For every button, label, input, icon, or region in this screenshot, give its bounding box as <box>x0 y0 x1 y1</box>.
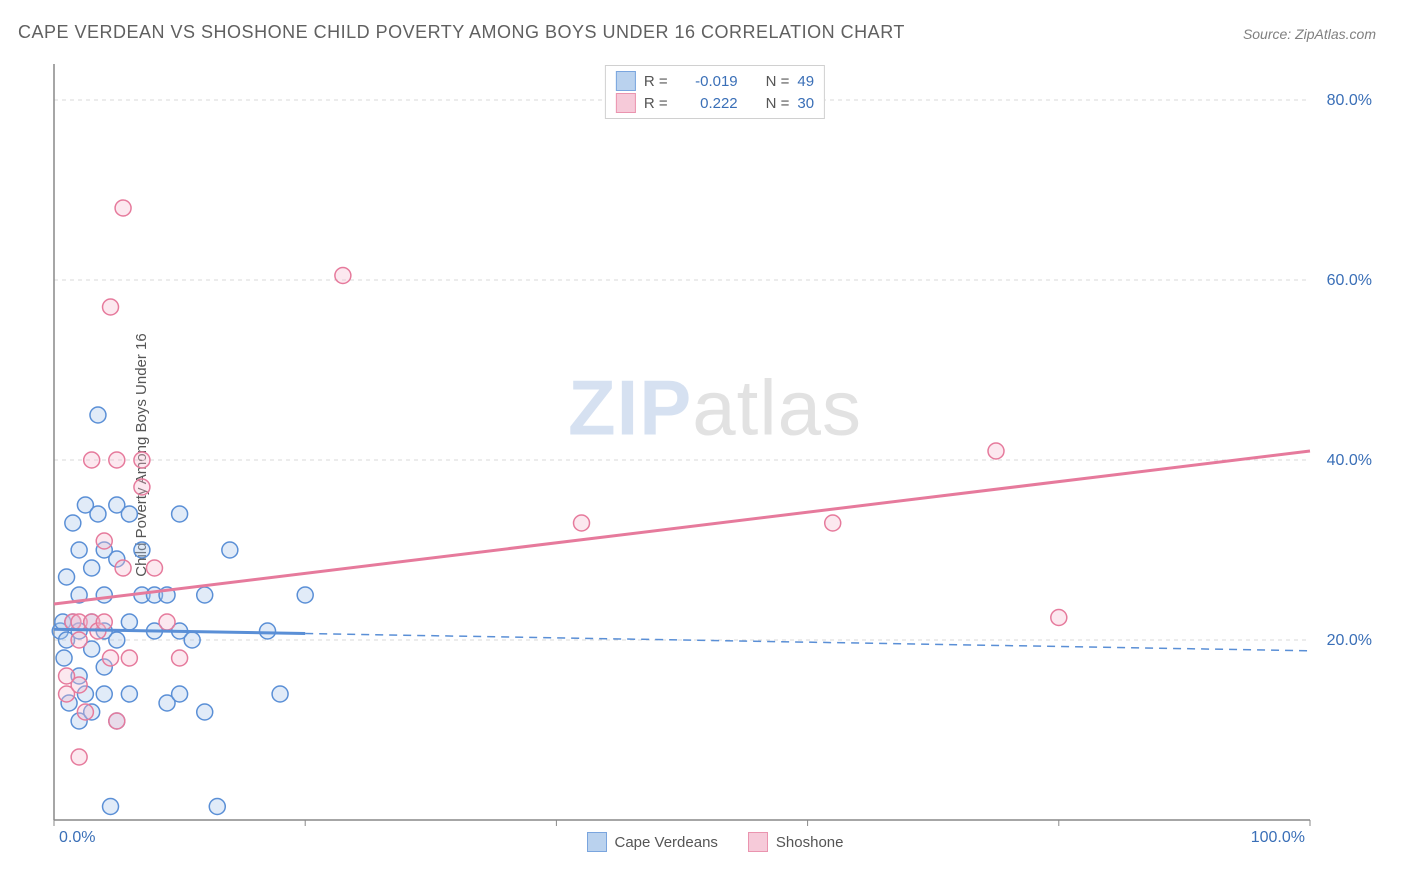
scatter-point <box>184 632 200 648</box>
source-credit: Source: ZipAtlas.com <box>1243 26 1376 42</box>
scatter-point <box>96 686 112 702</box>
scatter-point <box>134 542 150 558</box>
source-value: ZipAtlas.com <box>1295 26 1376 42</box>
scatter-point <box>260 623 276 639</box>
legend-n-value: 49 <box>797 73 814 90</box>
scatter-point <box>146 560 162 576</box>
series-legend: Cape Verdeans Shoshone <box>50 832 1380 852</box>
scatter-point <box>121 686 137 702</box>
scatter-point <box>96 587 112 603</box>
scatter-point <box>988 443 1004 459</box>
scatter-point <box>103 299 119 315</box>
scatter-point <box>272 686 288 702</box>
scatter-point <box>90 506 106 522</box>
scatter-point <box>172 506 188 522</box>
scatter-point <box>71 677 87 693</box>
scatter-point <box>59 569 75 585</box>
scatter-point <box>103 799 119 815</box>
scatter-point <box>159 614 175 630</box>
legend-swatch <box>587 832 607 852</box>
scatter-plot: 20.0%40.0%60.0%80.0%0.0%100.0% <box>50 60 1380 850</box>
scatter-point <box>297 587 313 603</box>
scatter-point <box>335 268 351 284</box>
chart-area: Child Poverty Among Boys Under 16 ZIPatl… <box>50 60 1380 850</box>
scatter-point <box>121 614 137 630</box>
scatter-point <box>109 632 125 648</box>
series-name: Cape Verdeans <box>615 834 718 851</box>
scatter-point <box>574 515 590 531</box>
trend-line <box>54 451 1310 604</box>
legend-swatch <box>748 832 768 852</box>
legend-n-value: 30 <box>797 95 814 112</box>
source-label: Source: <box>1243 26 1291 42</box>
series-name: Shoshone <box>776 834 844 851</box>
scatter-point <box>121 650 137 666</box>
chart-title: CAPE VERDEAN VS SHOSHONE CHILD POVERTY A… <box>18 22 905 43</box>
legend-row: R = -0.019 N = 49 <box>616 70 814 92</box>
trend-line-dashed <box>305 634 1310 651</box>
scatter-point <box>90 407 106 423</box>
scatter-point <box>71 749 87 765</box>
y-tick-label: 20.0% <box>1327 632 1372 649</box>
scatter-point <box>84 560 100 576</box>
scatter-point <box>109 713 125 729</box>
legend-r-value: -0.019 <box>680 73 738 90</box>
scatter-point <box>115 560 131 576</box>
scatter-point <box>1051 610 1067 626</box>
scatter-point <box>197 587 213 603</box>
scatter-point <box>96 533 112 549</box>
legend-r-label: R = <box>644 73 668 90</box>
scatter-point <box>71 542 87 558</box>
scatter-point <box>109 452 125 468</box>
scatter-point <box>172 686 188 702</box>
scatter-point <box>77 704 93 720</box>
legend-n-label: N = <box>766 73 790 90</box>
scatter-point <box>121 506 137 522</box>
series-legend-item: Cape Verdeans <box>587 832 718 852</box>
scatter-point <box>96 614 112 630</box>
scatter-point <box>134 479 150 495</box>
legend-r-label: R = <box>644 95 668 112</box>
scatter-point <box>825 515 841 531</box>
scatter-point <box>103 650 119 666</box>
scatter-point <box>172 650 188 666</box>
legend-swatch <box>616 93 636 113</box>
scatter-point <box>71 632 87 648</box>
scatter-point <box>84 452 100 468</box>
y-tick-label: 40.0% <box>1327 452 1372 469</box>
scatter-point <box>56 650 72 666</box>
legend-swatch <box>616 71 636 91</box>
y-tick-label: 60.0% <box>1327 272 1372 289</box>
y-tick-label: 80.0% <box>1327 92 1372 109</box>
scatter-point <box>65 515 81 531</box>
legend-row: R = 0.222 N = 30 <box>616 92 814 114</box>
legend-r-value: 0.222 <box>680 95 738 112</box>
scatter-point <box>197 704 213 720</box>
series-legend-item: Shoshone <box>748 832 844 852</box>
scatter-point <box>115 200 131 216</box>
correlation-legend: R = -0.019 N = 49 R = 0.222 N = 30 <box>605 65 825 119</box>
scatter-point <box>222 542 238 558</box>
scatter-point <box>209 799 225 815</box>
scatter-point <box>134 452 150 468</box>
legend-n-label: N = <box>766 95 790 112</box>
